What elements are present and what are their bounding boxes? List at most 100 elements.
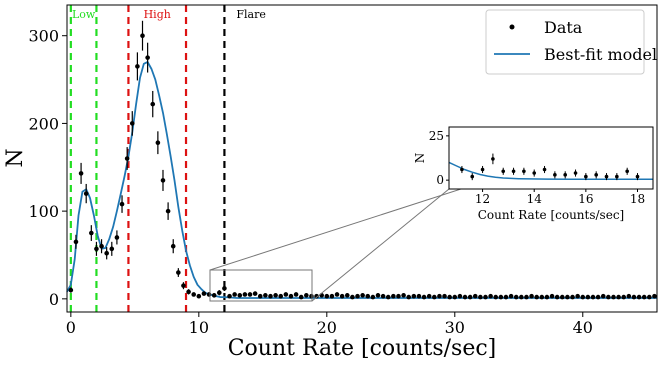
y-axis-ticks: 0 100 200 300 [28,27,67,309]
inset-data-point [594,171,598,179]
inset-data-marker [635,174,640,179]
data-point [488,293,493,299]
x-tick-label: 30 [445,318,465,337]
inset-data-point [563,171,568,179]
data-marker [421,294,427,300]
data-marker [580,294,586,300]
inset-data-point [460,165,464,174]
data-point [99,239,104,254]
inset-data-marker [553,173,557,177]
data-point [508,293,514,299]
data-marker [437,293,442,299]
data-point [176,268,181,277]
data-marker [519,294,524,300]
data-marker [160,178,166,183]
data-marker [406,294,412,300]
inset-x-ticks: 12 14 16 18 [475,189,645,206]
inset-data-marker [604,174,609,179]
data-marker [590,294,596,300]
data-marker [498,294,504,300]
data-point [519,294,524,300]
data-point [288,293,294,299]
data-marker [493,294,499,300]
legend: Data Best-fit model [485,9,657,75]
data-point [631,294,637,300]
data-marker [68,287,74,293]
data-point [252,291,258,296]
data-point [150,90,156,118]
inset-data-point [542,165,547,174]
data-marker [309,293,314,299]
data-marker [549,293,555,299]
inset-data-point [573,169,578,177]
data-point [206,292,212,297]
legend-data-marker [509,24,515,30]
inset-data-point [501,167,506,175]
data-marker [575,293,580,299]
data-marker [334,292,340,297]
data-point [575,293,580,299]
inset-data-marker [573,171,578,175]
data-marker [452,294,458,300]
inset-data-marker [511,169,516,174]
data-point [565,294,570,300]
data-marker [263,293,268,298]
y-tick-label: 200 [28,114,59,133]
data-marker [616,294,621,300]
data-point [406,294,412,300]
data-point [385,294,391,300]
data-point [636,294,642,300]
data-point [590,294,596,300]
inset-x-tick-label: 12 [475,192,490,206]
data-marker [104,250,109,256]
inset-data-marker [532,171,537,175]
data-marker [89,230,94,236]
data-marker [170,243,176,249]
data-marker [401,293,406,298]
data-point [585,294,591,300]
data-point [355,293,360,299]
x-tick-label: 0 [66,318,76,337]
data-point [68,287,74,293]
inset-data-point [470,173,475,181]
data-point [554,294,560,300]
inset-data-marker [594,173,598,177]
x-tick-label: 20 [317,318,337,337]
data-marker [176,270,181,275]
data-marker [600,293,606,299]
inset-data-marker [522,169,526,174]
data-marker [237,293,243,298]
data-point [329,293,335,299]
inset-data-marker [491,157,495,161]
data-point [539,294,545,300]
data-marker [595,294,601,300]
data-marker [298,294,304,300]
x-axis-label: Count Rate [counts/sec] [228,336,497,361]
inset-data-point [635,173,640,181]
data-point [109,241,115,256]
x-axis-ticks: 0 10 20 30 40 [66,312,593,337]
inset-data-marker [625,169,629,174]
data-point [391,293,396,299]
data-marker [339,293,345,299]
inset-data-point [511,167,516,175]
data-point [478,294,483,300]
y-tick-label: 300 [28,27,59,46]
legend-label-data: Data [544,18,583,37]
data-marker [467,294,473,300]
data-point [165,202,171,220]
y-axis-label: N [3,148,28,167]
data-point [278,293,284,299]
data-marker [585,294,591,300]
data-point [411,293,417,299]
data-point [242,292,248,297]
data-marker [360,293,365,298]
data-point [196,293,202,299]
y-tick-label: 0 [49,290,59,309]
inset-y-ticks: 0 25 [429,129,449,187]
data-point [360,293,365,298]
data-marker [488,293,493,299]
data-marker [554,294,560,300]
data-point [611,294,616,300]
data-point [339,293,345,299]
